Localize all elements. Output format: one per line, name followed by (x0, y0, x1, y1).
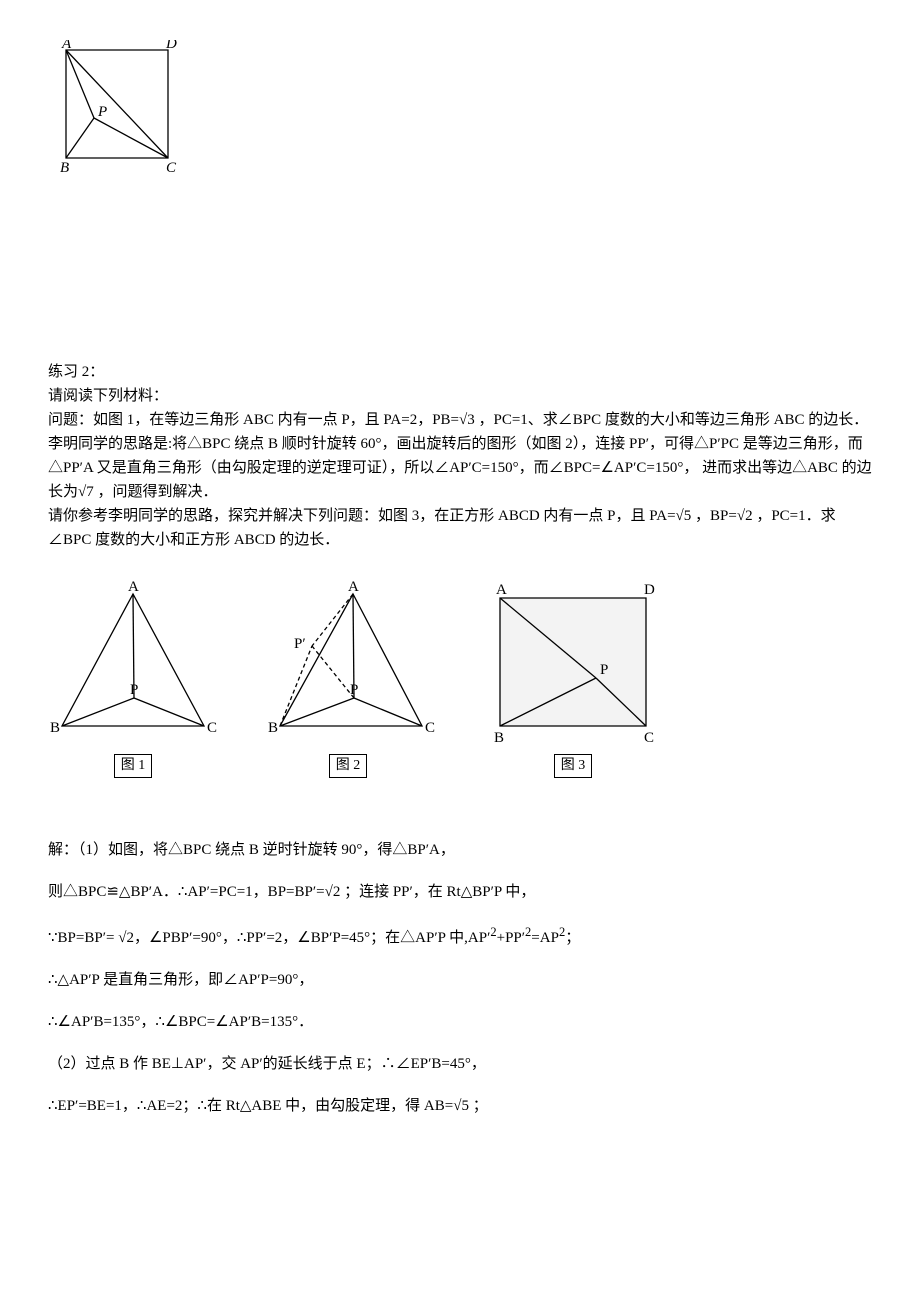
svg-text:A: A (61, 40, 72, 52)
sqrt2-icon: √2 (737, 508, 753, 524)
sqrt5-icon: √5 (676, 508, 692, 524)
svg-text:A: A (496, 582, 507, 598)
sol-line-4: ∴△AP′P 是直角三角形，即∠AP′P=90°， (48, 968, 872, 992)
top-figure: A D B C P (48, 40, 872, 180)
figure-2: A B C P P′ 图 2 (258, 580, 438, 778)
exercise-heading: 练习 2： (48, 360, 872, 384)
sqrt7-icon: √7 (78, 484, 94, 500)
sol-line-6: （2）过点 B 作 BE⊥AP′，交 AP′的延长线于点 E；∴∠EP′B=45… (48, 1052, 872, 1076)
problem-text: 练习 2： 请阅读下列材料： 问题：如图 1，在等边三角形 ABC 内有一点 P… (48, 360, 872, 552)
svg-text:A: A (348, 580, 359, 595)
svg-text:B: B (268, 720, 278, 736)
figure-1: A B C P 图 1 (48, 580, 218, 778)
svg-text:C: C (644, 730, 654, 746)
sqrt2-icon: √2 (325, 884, 341, 900)
figure-3-caption: 图 3 (554, 754, 593, 778)
svg-text:P: P (350, 682, 358, 698)
line-question: 问题：如图 1，在等边三角形 ABC 内有一点 P，且 PA=2，PB=√3 ，… (48, 408, 872, 432)
line-read: 请阅读下列材料： (48, 384, 872, 408)
line-liming: 李明同学的思路是:将△BPC 绕点 B 顺时针旋转 60°，画出旋转后的图形（如… (48, 432, 872, 504)
sqrt2-icon: √2 (118, 930, 134, 946)
sol-line-3: ∵BP=BP′= √2，∠PBP′=90°，∴PP′=2，∠BP′P=45°；在… (48, 922, 872, 950)
figure-3: A D B C P 图 3 (478, 580, 668, 778)
svg-text:C: C (166, 160, 177, 176)
sol-line-7: ∴EP′=BE=1，∴AE=2；∴在 Rt△ABE 中，由勾股定理，得 AB=√… (48, 1094, 872, 1118)
svg-text:P: P (130, 682, 138, 698)
svg-text:B: B (494, 730, 504, 746)
sqrt3-icon: √3 (459, 412, 475, 428)
svg-text:B: B (60, 160, 69, 176)
svg-text:C: C (207, 720, 217, 736)
svg-text:B: B (50, 720, 60, 736)
figure-row: A B C P 图 1 A B C P P′ 图 2 A D B C P 图 3 (48, 580, 872, 778)
svg-text:C: C (425, 720, 435, 736)
figure-1-caption: 图 1 (114, 754, 153, 778)
svg-text:D: D (644, 582, 655, 598)
sol-line-5: ∴∠AP′B=135°，∴∠BPC=∠AP′B=135°． (48, 1010, 872, 1034)
sol-line-1: 解：（1）如图，将△BPC 绕点 B 逆时针旋转 90°，得△BP′A， (48, 838, 872, 862)
solution-text: 解：（1）如图，将△BPC 绕点 B 逆时针旋转 90°，得△BP′A， 则△B… (48, 838, 872, 1118)
sqrt5-icon: √5 (453, 1098, 469, 1114)
figure-2-caption: 图 2 (329, 754, 368, 778)
svg-text:P: P (600, 662, 608, 678)
sol-line-2: 则△BPC≌△BP′A．∴AP′=PC=1，BP=BP′=√2 ；连接 PP′，… (48, 880, 872, 904)
line-task: 请你参考李明同学的思路，探究并解决下列问题：如图 3，在正方形 ABCD 内有一… (48, 504, 872, 552)
svg-text:D: D (165, 40, 177, 52)
svg-text:P: P (97, 104, 107, 120)
svg-text:A: A (128, 580, 139, 595)
svg-text:P′: P′ (294, 636, 306, 652)
